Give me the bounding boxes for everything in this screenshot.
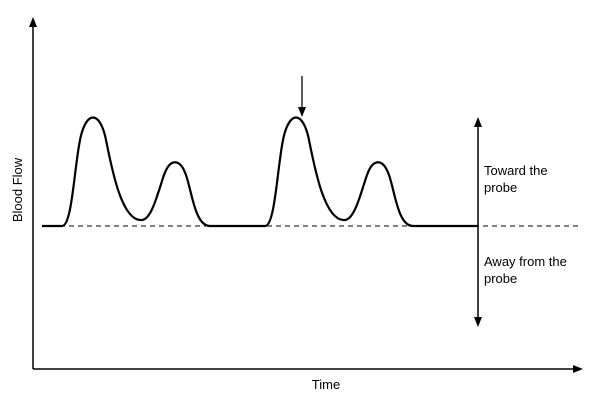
toward-label-line2: probe: [484, 180, 517, 195]
away-label-line2: probe: [484, 271, 517, 286]
toward-label-line1: Toward the: [484, 163, 548, 178]
x-axis-label: Time: [312, 377, 340, 392]
waveform-curve: [42, 116, 478, 228]
y-axis-label: Blood Flow: [10, 157, 25, 222]
away-label-line1: Away from the: [484, 254, 567, 269]
